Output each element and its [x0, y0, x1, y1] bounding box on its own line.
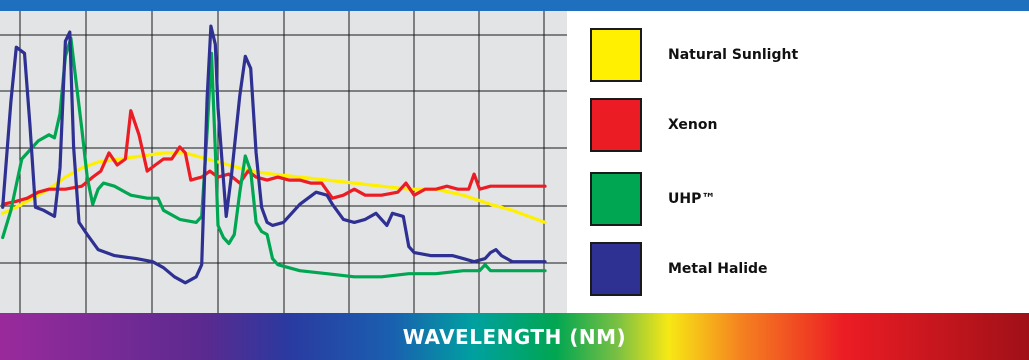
plot-area: [0, 11, 567, 313]
legend-label: UHP™: [668, 191, 716, 207]
legend-swatch: [590, 172, 642, 226]
series-line-uhp: [1, 36, 547, 279]
legend-item-natural-sunlight: Natural Sunlight: [590, 27, 798, 83]
legend-label: Metal Halide: [668, 261, 768, 277]
top-bar: [0, 0, 1029, 11]
grid: [0, 11, 567, 313]
series-line-natural-sunlight: [1, 151, 547, 224]
series-line-metal-halide: [1, 24, 547, 285]
legend-label: Xenon: [668, 117, 718, 133]
legend-item-metal-halide: Metal Halide: [590, 241, 768, 297]
legend-item-xenon: Xenon: [590, 97, 717, 153]
spectrum-chart: [0, 11, 567, 313]
legend-item-uhp: UHP™: [590, 171, 715, 227]
x-axis-label: WAVELENGTH (NM): [402, 324, 627, 349]
wavelength-spectrum-bar: WAVELENGTH (NM): [0, 313, 1029, 360]
series-lines: [1, 24, 547, 285]
legend-label: Natural Sunlight: [668, 47, 799, 63]
legend-swatch: [590, 28, 642, 82]
legend: Natural Sunlight Xenon UHP™ Metal Halide: [590, 11, 1029, 313]
series-line-xenon: [1, 109, 547, 206]
legend-swatch: [590, 98, 642, 152]
legend-swatch: [590, 242, 642, 296]
